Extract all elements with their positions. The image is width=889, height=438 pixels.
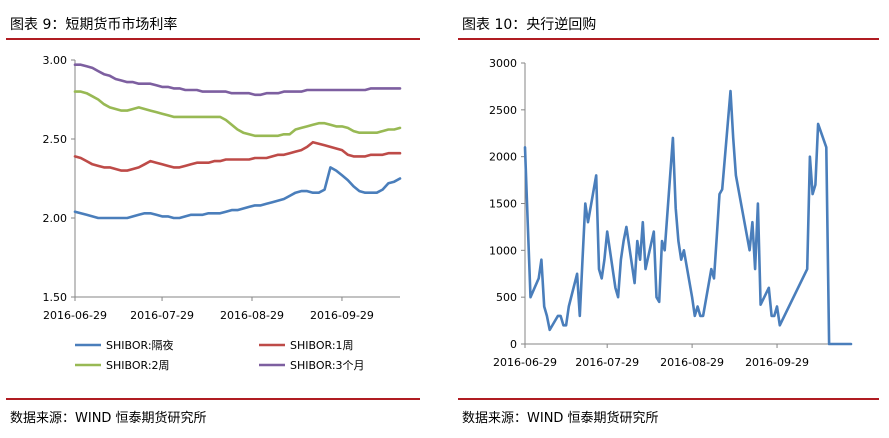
y-tick-label: 500 xyxy=(496,291,517,304)
panel-reverse-repo: 图表 10：央行逆回购 0 500 1000 1500 2000 2500 3000 2016… xyxy=(452,0,889,438)
x-tick-label: 2016-07-29 xyxy=(130,309,194,322)
series-line-3 xyxy=(73,90,402,138)
x-tick-label: 2016-06-29 xyxy=(493,356,557,369)
source-note: 数据来源：WIND 恒泰期货研究所 xyxy=(462,411,659,426)
series-line-1 xyxy=(523,89,853,346)
title-rule xyxy=(6,38,420,40)
panel-shibor: 图表 9：短期货币市场利率 1.50 2.00 2.50 3.00 2016-06-29… xyxy=(0,0,430,438)
reverse-repo-chart: 0 500 1000 1500 2000 2500 3000 2016-06-29 2016-0… xyxy=(489,57,853,369)
x-tick-label: 2016-09-29 xyxy=(310,309,374,322)
source-note: 数据来源：WIND 恒泰期货研究所 xyxy=(10,411,207,426)
series-line-4 xyxy=(73,63,402,97)
y-tick-label: 2000 xyxy=(489,151,517,164)
series-line-2 xyxy=(73,140,402,172)
y-tick-label: 1000 xyxy=(489,244,517,257)
legend-label: SHIBOR:2周 xyxy=(106,359,170,372)
series-line-1 xyxy=(73,166,402,220)
shibor-chart: 1.50 2.00 2.50 3.00 2016-06-29 2016-07-29 2016… xyxy=(43,54,402,372)
y-tick-label: 2500 xyxy=(489,104,517,117)
y-tick-label: 1.50 xyxy=(43,291,68,304)
y-tick-label: 1500 xyxy=(489,198,517,211)
y-tick-label: 3.00 xyxy=(43,54,68,67)
y-tick-label: 2.50 xyxy=(43,133,68,146)
y-tick-label: 0 xyxy=(510,338,517,351)
x-tick-label: 2016-08-29 xyxy=(220,309,284,322)
y-tick-label: 3000 xyxy=(489,57,517,70)
legend-label: SHIBOR:1周 xyxy=(290,339,354,352)
source-rule xyxy=(458,398,879,400)
chart-title: 图表 10：央行逆回购 xyxy=(462,17,597,33)
source-rule xyxy=(6,398,420,400)
x-tick-label: 2016-07-29 xyxy=(575,356,639,369)
chart-title: 图表 9：短期货币市场利率 xyxy=(10,17,178,33)
legend-label: SHIBOR:隔夜 xyxy=(106,338,174,352)
x-tick-label: 2016-09-29 xyxy=(745,356,809,369)
y-tick-label: 2.00 xyxy=(43,212,68,225)
title-rule xyxy=(458,38,879,40)
x-tick-label: 2016-06-29 xyxy=(43,309,107,322)
legend-label: SHIBOR:3个月 xyxy=(290,359,365,372)
x-tick-label: 2016-08-29 xyxy=(660,356,724,369)
